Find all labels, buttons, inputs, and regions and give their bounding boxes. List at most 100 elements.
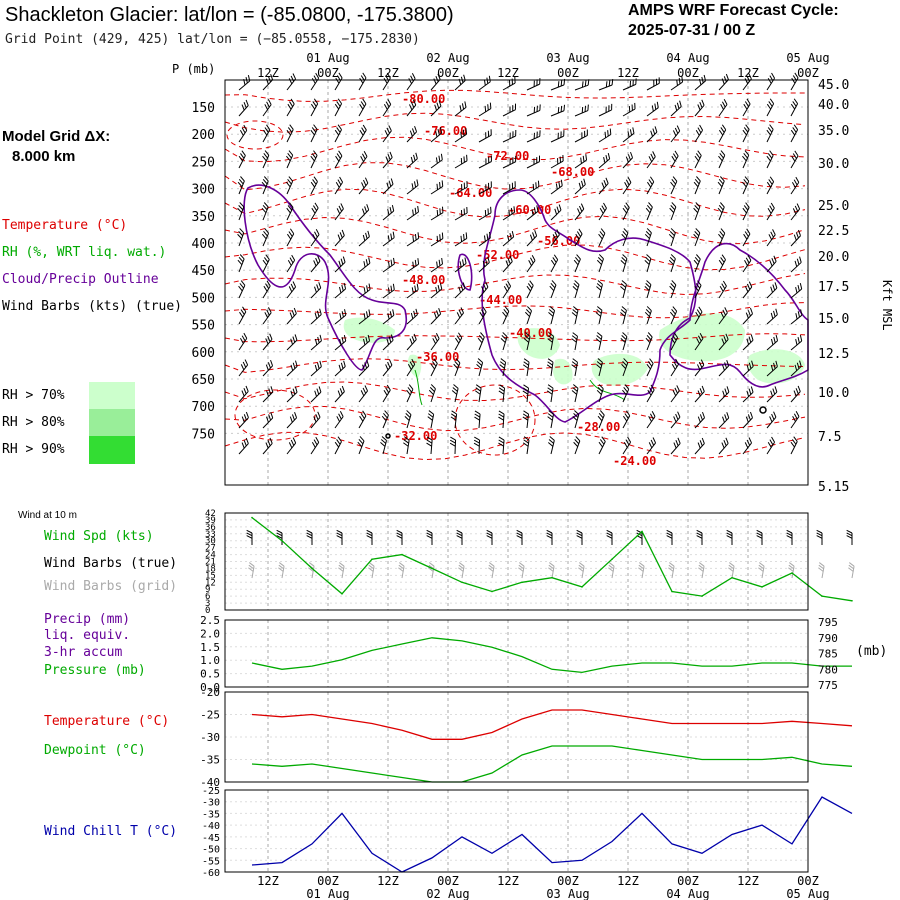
wind10m-barb-flag [486,532,493,537]
wind10m-grid-barb [791,566,795,579]
wind-barb-flag [625,410,631,417]
pressure-tick: 775 [818,679,838,692]
wind-barb-flag [744,101,749,107]
wind-barb-flag [718,179,724,185]
height-tick: 10.0 [818,386,849,401]
wind-barb-flag [269,333,273,340]
cross-section-frame [224,79,809,486]
wind-barb-flag [238,285,243,292]
wind-barb-flag [341,311,344,318]
wind-barb [694,129,704,143]
wind-barb-flag [748,388,752,395]
wind-barb-flag [522,390,529,395]
wind-barb [382,414,389,429]
wind-barb-flag [652,151,656,157]
wind-barb-flag [289,257,294,264]
wind-barb [742,339,754,351]
wind-speed-point [851,600,853,602]
wind-barb-flag [693,207,699,213]
wind-barb-flag [720,127,725,133]
wind-barb-flag [597,387,603,392]
wind-barb-flag [384,410,389,416]
wind-barb-flag [413,181,417,188]
wind-barb-flag [286,233,292,240]
wind-speed-point [761,586,763,588]
wind-barb-flag [647,332,653,338]
wind10m-grid-barb-flag [458,562,465,567]
wind-barb-flag [475,390,481,395]
wind-barb-flag [571,312,577,317]
wind-barb-flag [796,362,800,369]
wind10m-barb-flag [816,529,823,534]
wind-barb-flag [383,77,388,84]
wind10m-barb-flag [546,529,553,534]
wind-barb [262,443,273,455]
wind-barb [646,131,658,143]
wind-barb-flag [791,182,796,188]
wind-barb-flag [795,388,799,395]
wind-barb-flag [365,232,368,239]
wind-barb [526,362,530,377]
wind-barb-flag [414,125,418,132]
wind-barb [790,103,799,117]
wind-barb-flag [697,442,701,449]
wind-barb-flag [669,311,675,318]
wind-barb [622,336,628,351]
wind10m-barb-flag [816,532,823,537]
wind-barb-flag [458,332,463,339]
wind-speed-point [371,558,373,560]
wind-barb [334,129,342,143]
wind-barb-flag [511,230,515,238]
wind-barb [478,286,489,299]
wind-barb [238,285,246,299]
wind-barb [406,184,419,195]
wind-barb-flag [387,154,391,160]
wind10m-barb-flag [726,529,733,534]
wind-barb [742,155,750,169]
wind-barb-flag [693,233,699,239]
wind-barb-flag [701,99,705,106]
wind-barb-flag [362,72,367,79]
wind-barb-flag [363,150,368,157]
temperature-tick: -40 [200,776,220,789]
wind-barb-flag [671,280,677,286]
wind-speed-tick: 39 [205,516,216,526]
wind-barb-flag [749,307,753,314]
wind-barb-flag [388,125,392,132]
windchill-panel-frame [224,789,809,873]
wind-barb [358,129,367,143]
wind-barb-flag [362,387,367,394]
wind-barb-flag [723,335,727,342]
wind-barb-flag [261,233,267,240]
wind-barb-flag [477,337,483,344]
wind-barb [310,391,322,403]
wind10m-grid-barb-flag [548,567,554,572]
wind-barb [262,232,270,247]
wind-barb-flag [668,233,674,239]
wind-barb-flag [417,232,420,239]
wind-barb [406,78,416,91]
wind10m-grid-barb-flag [698,567,704,572]
wind-barb-flag [644,311,650,317]
wind-barb [526,186,540,195]
wind-barb [622,132,635,143]
pressure-tick: 780 [818,663,838,676]
wind-barb-flag [529,280,534,286]
wind-speed-point [791,572,793,574]
wind10m-grid-barb-flag [638,564,644,570]
wind-barb-flag [441,232,444,239]
wind10m-grid-barb-flag [818,562,825,567]
wind-barb [574,208,585,221]
wind-barb-flag [368,309,371,316]
wind-barb-flag [547,384,554,389]
wind10m-barb-flag [396,535,403,539]
wind-barb-flag [486,77,489,84]
wind-barb-flag [576,231,581,237]
wind-barb [238,258,245,273]
wind-barb [742,103,751,117]
wind-barb-flag [623,358,629,364]
height-tick: 12.5 [818,347,849,362]
wind-barb [478,336,485,351]
wind-barb [310,129,318,143]
top-date-label: 04 Aug [666,51,709,65]
